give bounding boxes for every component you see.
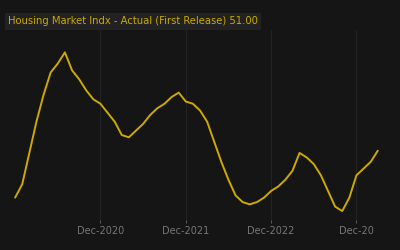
Text: Housing Market Indx - Actual (First Release) 51.00: Housing Market Indx - Actual (First Rele… — [8, 16, 258, 26]
